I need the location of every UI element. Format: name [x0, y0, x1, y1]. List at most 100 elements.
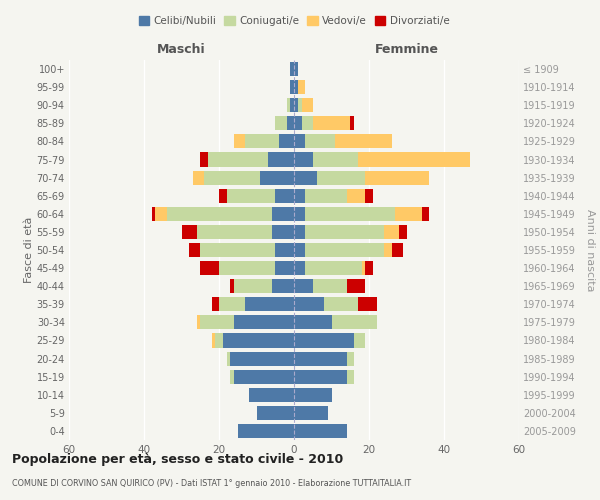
Bar: [313, 116, 350, 130]
Bar: [294, 424, 347, 438]
Bar: [290, 80, 294, 94]
Bar: [298, 80, 305, 94]
Bar: [227, 352, 230, 366]
Bar: [215, 334, 223, 347]
Bar: [294, 98, 298, 112]
Bar: [324, 297, 358, 312]
Bar: [260, 170, 294, 184]
Bar: [287, 98, 290, 112]
Bar: [245, 297, 294, 312]
Bar: [182, 225, 197, 239]
Legend: Celibi/Nubili, Coniugati/e, Vedovi/e, Divorziati/e: Celibi/Nubili, Coniugati/e, Vedovi/e, Di…: [134, 12, 454, 30]
Bar: [294, 316, 331, 330]
Y-axis label: Fasce di età: Fasce di età: [23, 217, 34, 283]
Bar: [399, 225, 407, 239]
Bar: [350, 116, 354, 130]
Bar: [230, 370, 234, 384]
Bar: [365, 170, 429, 184]
Bar: [200, 243, 275, 257]
Bar: [384, 243, 392, 257]
Bar: [358, 152, 470, 166]
Bar: [275, 188, 294, 203]
Bar: [305, 225, 384, 239]
Y-axis label: Anni di nascita: Anni di nascita: [586, 209, 595, 291]
Bar: [268, 152, 294, 166]
Bar: [197, 316, 200, 330]
Bar: [223, 334, 294, 347]
Bar: [257, 406, 294, 420]
Bar: [313, 279, 347, 293]
Bar: [155, 207, 167, 221]
Bar: [294, 370, 347, 384]
Bar: [271, 207, 294, 221]
Bar: [395, 207, 421, 221]
Bar: [197, 225, 271, 239]
Bar: [294, 279, 313, 293]
Bar: [238, 424, 294, 438]
Bar: [290, 98, 294, 112]
Bar: [294, 225, 305, 239]
Bar: [167, 207, 271, 221]
Bar: [294, 170, 317, 184]
Bar: [219, 261, 275, 275]
Bar: [275, 261, 294, 275]
Bar: [208, 152, 268, 166]
Bar: [200, 152, 208, 166]
Bar: [365, 188, 373, 203]
Bar: [227, 188, 275, 203]
Bar: [151, 207, 155, 221]
Text: Femmine: Femmine: [374, 44, 439, 57]
Bar: [335, 134, 392, 148]
Bar: [354, 334, 365, 347]
Bar: [279, 134, 294, 148]
Bar: [230, 352, 294, 366]
Bar: [294, 80, 298, 94]
Bar: [219, 188, 227, 203]
Bar: [305, 207, 395, 221]
Bar: [298, 98, 302, 112]
Bar: [305, 261, 361, 275]
Bar: [290, 62, 294, 76]
Bar: [212, 297, 219, 312]
Bar: [245, 134, 279, 148]
Bar: [294, 352, 347, 366]
Bar: [313, 152, 358, 166]
Bar: [234, 134, 245, 148]
Text: COMUNE DI CORVINO SAN QUIRICO (PV) - Dati ISTAT 1° gennaio 2010 - Elaborazione T: COMUNE DI CORVINO SAN QUIRICO (PV) - Dat…: [12, 479, 411, 488]
Bar: [234, 316, 294, 330]
Text: Maschi: Maschi: [157, 44, 206, 57]
Bar: [358, 297, 377, 312]
Bar: [365, 261, 373, 275]
Bar: [384, 225, 399, 239]
Bar: [294, 207, 305, 221]
Bar: [361, 261, 365, 275]
Bar: [271, 279, 294, 293]
Bar: [294, 406, 328, 420]
Bar: [204, 170, 260, 184]
Text: Popolazione per età, sesso e stato civile - 2010: Popolazione per età, sesso e stato civil…: [12, 452, 343, 466]
Bar: [347, 352, 354, 366]
Bar: [347, 370, 354, 384]
Bar: [294, 134, 305, 148]
Bar: [331, 316, 377, 330]
Bar: [305, 243, 384, 257]
Bar: [234, 279, 271, 293]
Bar: [392, 243, 403, 257]
Bar: [302, 116, 313, 130]
Bar: [305, 188, 347, 203]
Bar: [230, 279, 234, 293]
Bar: [294, 297, 324, 312]
Bar: [275, 243, 294, 257]
Bar: [189, 243, 200, 257]
Bar: [294, 152, 313, 166]
Bar: [287, 116, 294, 130]
Bar: [347, 188, 365, 203]
Bar: [234, 370, 294, 384]
Bar: [347, 279, 365, 293]
Bar: [294, 62, 298, 76]
Bar: [219, 297, 245, 312]
Bar: [421, 207, 429, 221]
Bar: [193, 170, 204, 184]
Bar: [200, 316, 234, 330]
Bar: [317, 170, 365, 184]
